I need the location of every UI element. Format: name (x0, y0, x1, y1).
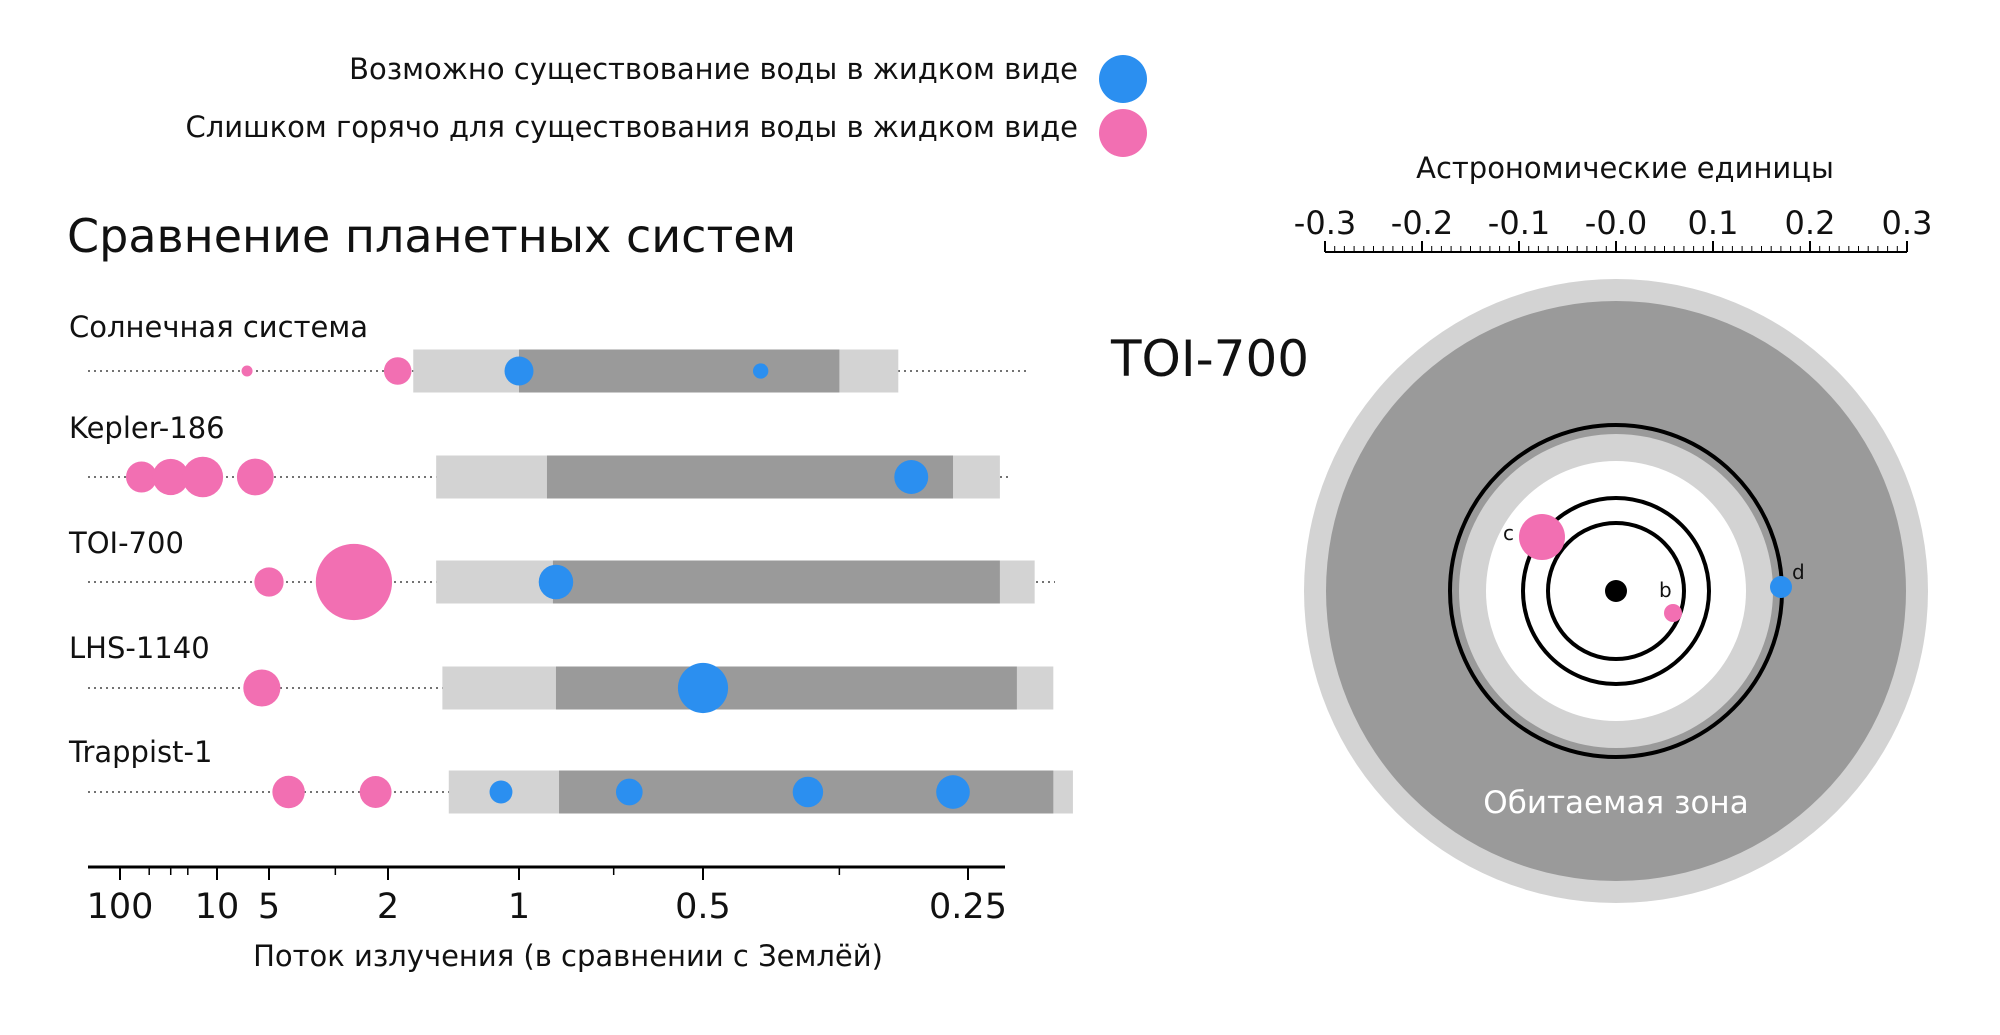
hz-conservative-bar (519, 349, 840, 393)
planet-marker (241, 365, 253, 377)
planet-marker (126, 461, 158, 493)
orbit-b (1546, 521, 1686, 661)
planet-marker (615, 778, 643, 806)
hz-conservative-bar (555, 666, 1017, 710)
planet-marker (538, 564, 574, 600)
system-row: TOI-700 (68, 526, 1055, 621)
planet-marker (254, 567, 284, 597)
system-label: Trappist-1 (68, 735, 212, 769)
planet-marker (752, 363, 769, 379)
planet-system-rows: Солнечная система Kepler-186 TOI-700 LHS-11… (68, 310, 1073, 814)
planet-marker (894, 460, 929, 494)
system-label: Kepler-186 (69, 411, 225, 445)
system-row: Kepler-186 (69, 411, 1010, 499)
au-axis-tick-label: -0.1 (1488, 204, 1550, 242)
planet-c (1519, 514, 1565, 560)
flux-axis-tick-label: 1 (508, 887, 530, 927)
system-row: Trappist-1 (68, 735, 1073, 814)
au-axis-tick-label: -0.3 (1294, 204, 1356, 242)
system-row: LHS-1140 (69, 631, 1054, 714)
hz-conservative-bar (552, 560, 1000, 604)
planet-marker (315, 543, 393, 621)
flux-axis-tick-label: 10 (195, 887, 240, 927)
planet-marker (383, 357, 412, 385)
au-axis-tick-label: 0.1 (1688, 204, 1739, 242)
au-axis-tick-label: -0.2 (1391, 204, 1453, 242)
hz-conservative-bar (546, 455, 954, 499)
legend: Возможно существование воды в жидком вид… (186, 52, 1147, 157)
system-label: LHS-1140 (69, 631, 210, 665)
planet-marker (504, 356, 534, 386)
planet-b (1664, 604, 1682, 622)
planet-marker (936, 775, 970, 809)
star-toi-700 (1605, 580, 1627, 602)
planet-marker (677, 662, 729, 714)
planet-marker (152, 458, 189, 496)
au-axis-tick-label: 0.3 (1882, 204, 1933, 242)
orbit-c (1521, 496, 1711, 686)
planet-marker (236, 458, 274, 496)
planet-marker (243, 669, 281, 707)
chart-title: Сравнение планетных систем (67, 209, 796, 263)
planet-label-d: d (1792, 560, 1805, 584)
au-axis-tick-label: 0.2 (1785, 204, 1836, 242)
legend-swatch-water (1099, 55, 1147, 103)
system-label: TOI-700 (68, 526, 184, 560)
planet-marker (182, 456, 224, 498)
au-axis: -0.3 -0.2 -0.1 -0.0 0.1 0.2 0.3 (1294, 204, 1933, 253)
legend-label-hot: Слишком горячо для существования воды в … (186, 110, 1079, 144)
au-axis-tick-label: -0.0 (1585, 204, 1647, 242)
planet-marker (272, 775, 305, 809)
flux-axis-tick-label: 0.5 (675, 887, 731, 927)
planet-marker (792, 776, 824, 808)
system-row: Солнечная система (69, 310, 1030, 393)
au-axis-title: Астрономические единицы (1416, 151, 1834, 185)
flux-axis-tick-label: 100 (87, 887, 154, 927)
habitable-zone-label: Обитаемая зона (1483, 785, 1748, 821)
planet-d (1770, 576, 1792, 598)
legend-swatch-hot (1099, 109, 1147, 157)
planet-label-b: b (1659, 578, 1672, 602)
flux-axis-tick-label: 0.25 (929, 887, 1007, 927)
flux-axis-title: Поток излучения (в сравнении с Землёй) (253, 939, 883, 973)
legend-label-water: Возможно существование воды в жидком вид… (349, 52, 1078, 86)
planet-label-c-text: c (1503, 521, 1514, 545)
planet-marker (489, 780, 513, 804)
system-label: Солнечная система (69, 310, 368, 344)
flux-axis: 100 10 5 2 1 0.5 0.25 (87, 865, 1007, 927)
toi-700-title: TOI-700 (1110, 330, 1309, 388)
planet-marker (359, 776, 392, 808)
flux-axis-tick-label: 5 (258, 887, 280, 927)
toi-700-orbit-diagram: d c b d Обитаемая зона (1304, 279, 1928, 903)
flux-axis-tick-label: 2 (377, 887, 399, 927)
